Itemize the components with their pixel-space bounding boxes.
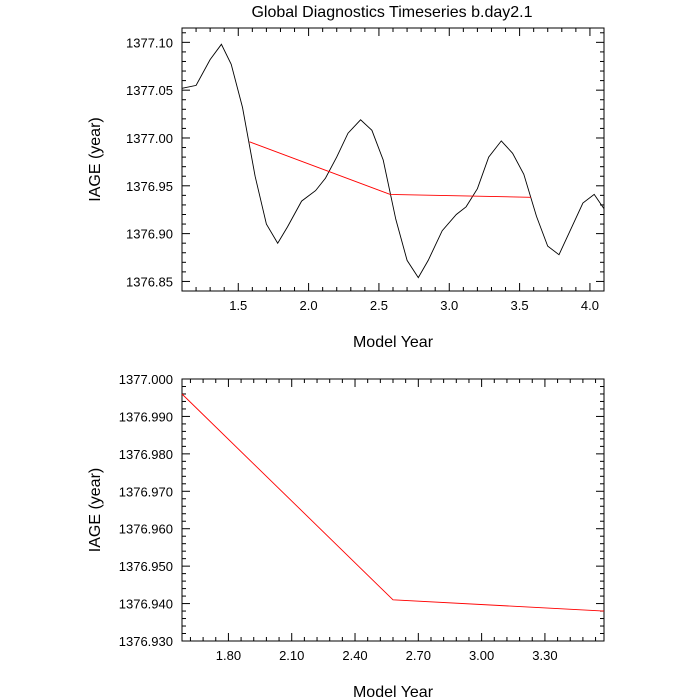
panel0-x-tick-label: 1.5: [229, 298, 247, 313]
panel0-y-tick-label: 1376.85: [126, 274, 173, 289]
panel0-y-tick-label: 1376.90: [126, 227, 173, 242]
panel1-y-tick-label: 1376.950: [119, 559, 173, 574]
panel0-y-axis-title: IAGE (year): [87, 117, 104, 201]
panel0-x-tick-label: 2.5: [370, 298, 388, 313]
panel1-y-tick-label: 1376.980: [119, 447, 173, 462]
panel1-y-axis-title: IAGE (year): [87, 468, 104, 552]
panel0-y-tick-label: 1377.05: [126, 83, 173, 98]
panel1-x-tick-label: 3.00: [469, 648, 494, 663]
panel0-x-tick-label: 4.0: [581, 298, 599, 313]
panel0-y-tick-label: 1377.00: [126, 131, 173, 146]
panel1-y-tick-label: 1377.000: [119, 372, 173, 387]
panel1-x-axis-title: Model Year: [353, 684, 434, 700]
panel1-y-tick-label: 1376.940: [119, 597, 173, 612]
panel1-y-tick-label: 1376.970: [119, 484, 173, 499]
panel0-series-line-1: [249, 141, 531, 198]
panel1-series-line-0: [181, 393, 605, 612]
chart-title: Global Diagnostics Timeseries b.day2.1: [251, 4, 532, 21]
panel0-plot-frame: [181, 27, 605, 292]
panel1-x-tick-label: 3.30: [532, 648, 557, 663]
panel1-y-tick-label: 1376.990: [119, 409, 173, 424]
panel0-y-tick-label: 1377.10: [126, 35, 173, 50]
panel0-x-axis-title: Model Year: [353, 334, 434, 351]
panel1-y-tick-label: 1376.930: [119, 634, 173, 649]
panel1-y-tick-label: 1376.960: [119, 522, 173, 537]
panel0-x-tick-label: 2.0: [300, 298, 318, 313]
panel1-plot-frame: [181, 378, 605, 642]
bottom-panel: 1.80 2.10 2.40 2.70 3.00 3.30 1376.930 1376.940…: [87, 372, 605, 700]
panel0-x-tick-label: 3.5: [511, 298, 529, 313]
panel1-x-tick-label: 1.80: [216, 648, 241, 663]
top-panel: 1.5 2.0 2.5 3.0 3.5 4.0 1376.85 1376.90 1376.95 1…: [87, 27, 605, 351]
panel1-x-tick-label: 2.40: [342, 648, 367, 663]
panel1-x-tick-label: 2.70: [406, 648, 431, 663]
panel1-x-tick-label: 2.10: [279, 648, 304, 663]
panel0-y-tick-label: 1376.95: [126, 179, 173, 194]
panel0-series-line-0: [181, 43, 605, 279]
panel0-x-tick-label: 3.0: [440, 298, 458, 313]
